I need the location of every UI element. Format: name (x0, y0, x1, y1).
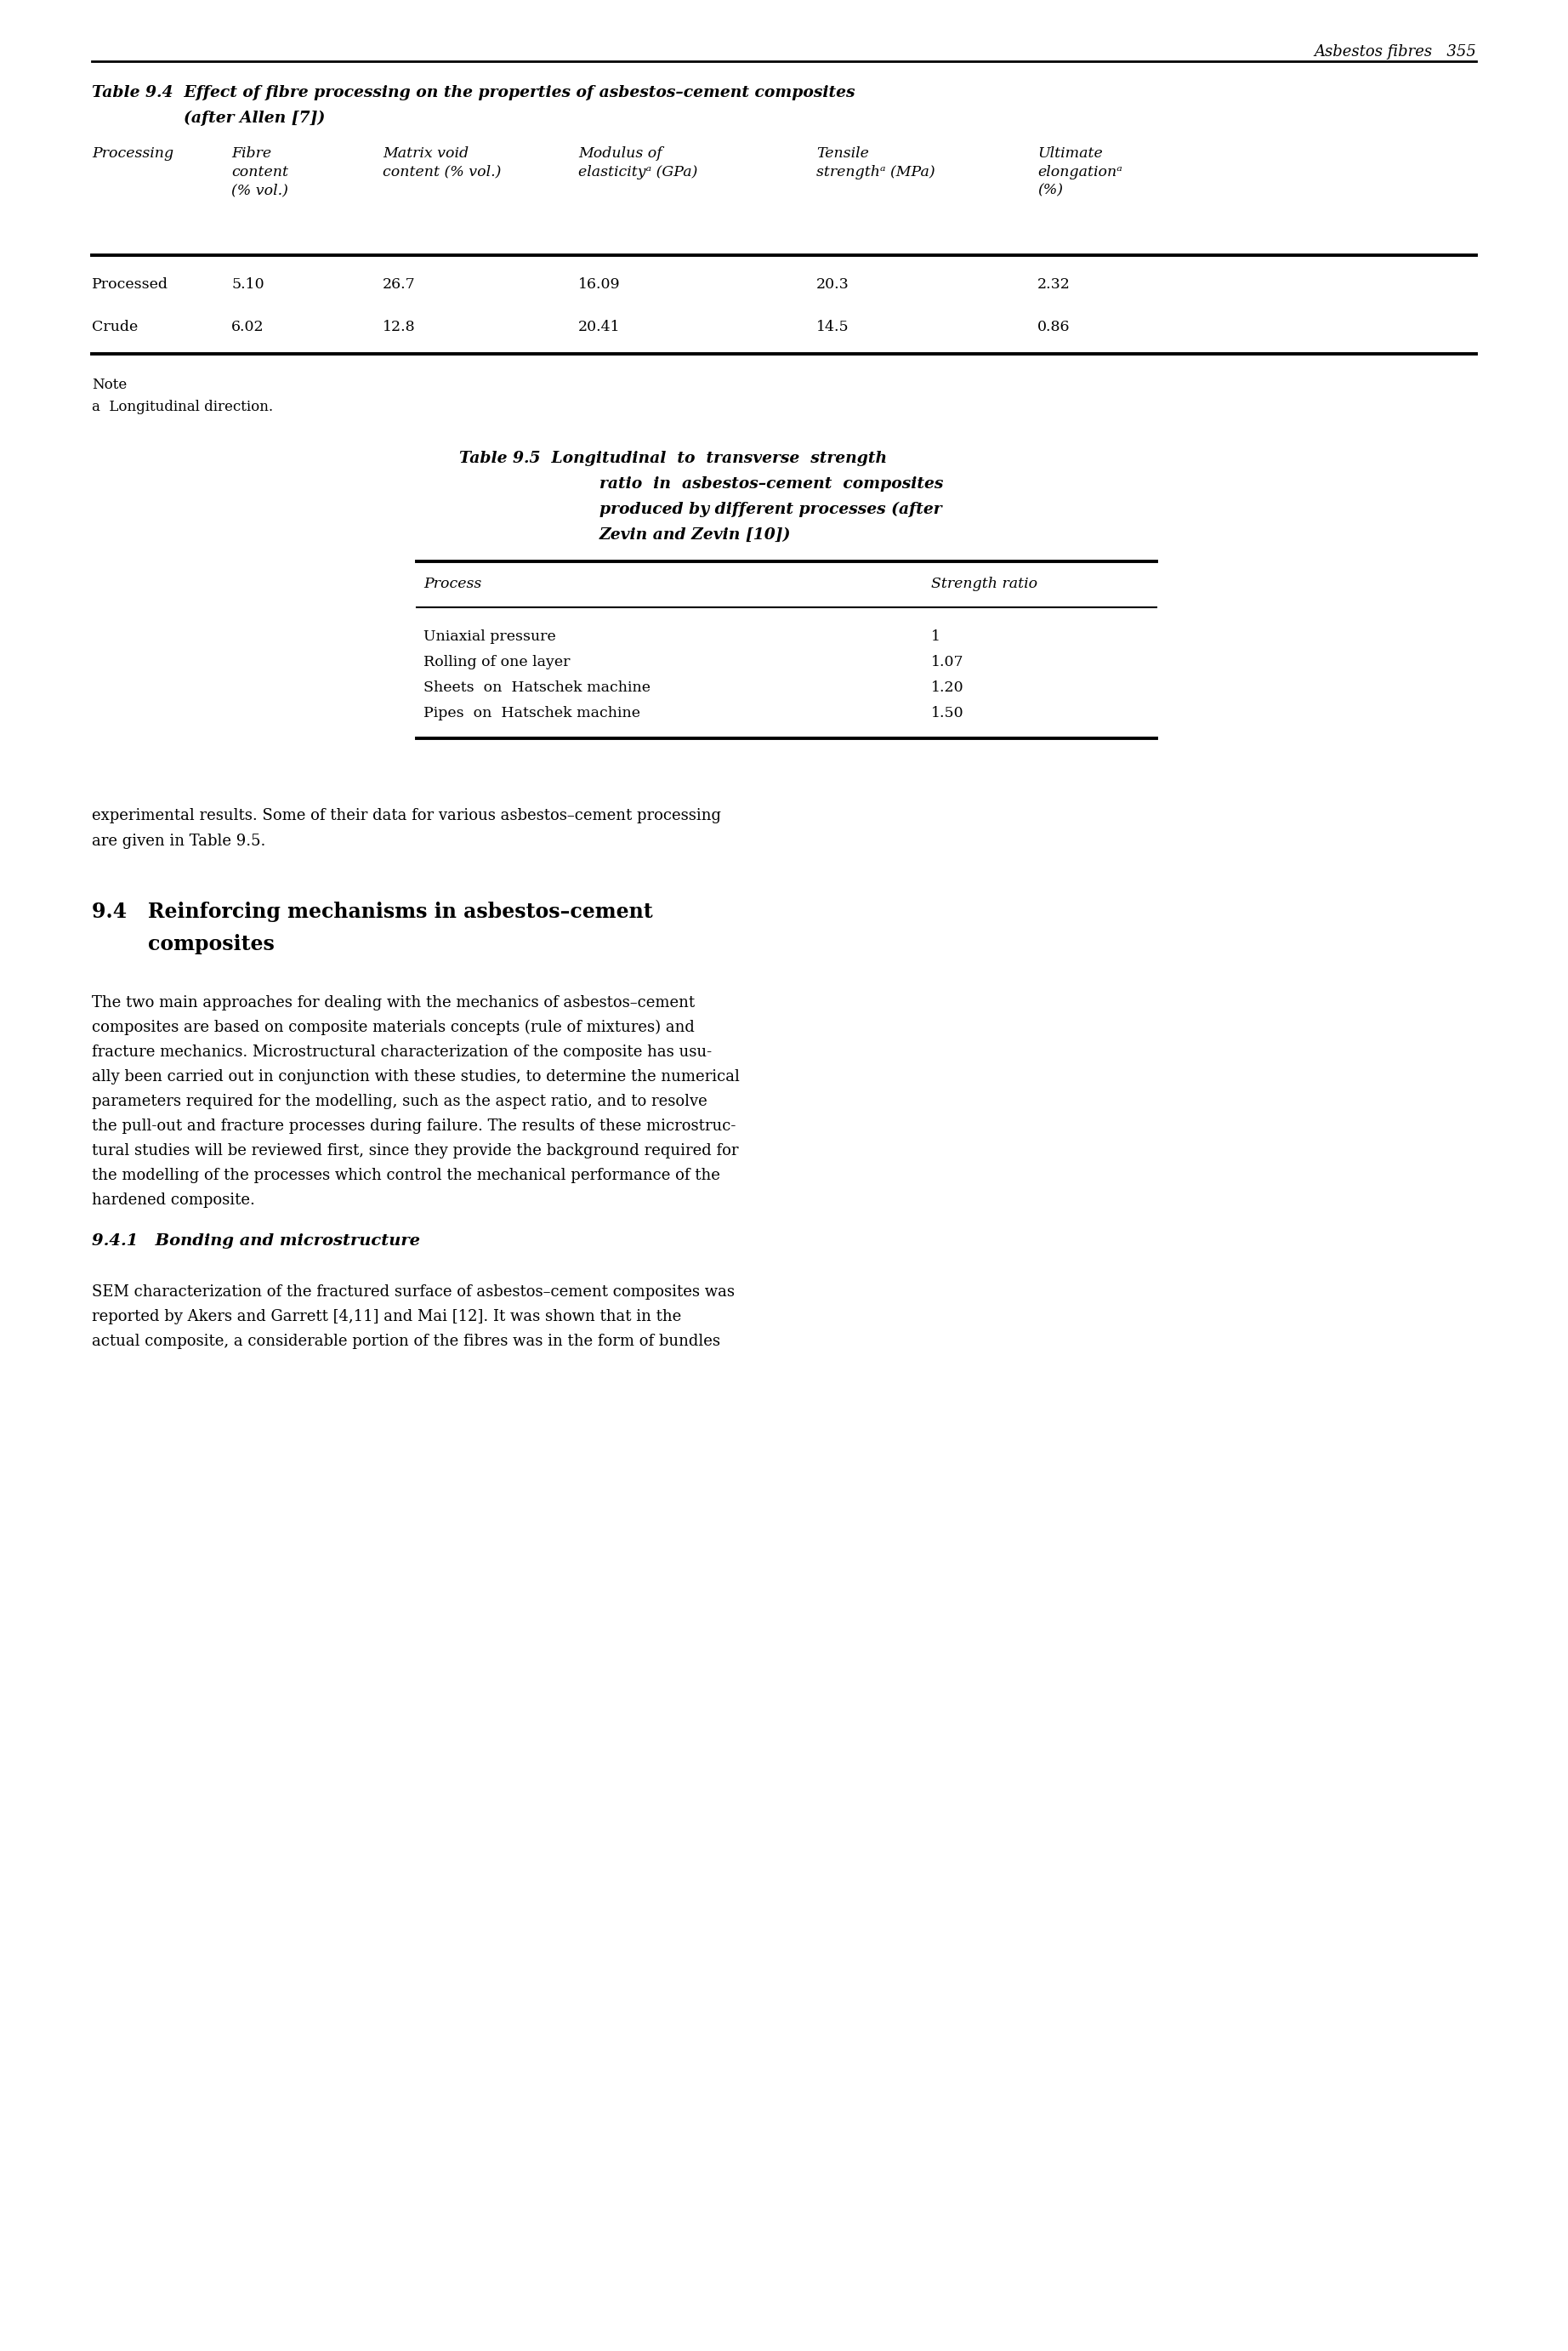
Text: Modulus of
elasticityᵃ (GPa): Modulus of elasticityᵃ (GPa) (579, 146, 698, 179)
Text: 0.86: 0.86 (1038, 320, 1069, 334)
Text: 2.32: 2.32 (1038, 277, 1071, 292)
Text: SEM characterization of the fractured surface of asbestos–cement composites was: SEM characterization of the fractured su… (93, 1284, 735, 1300)
Text: actual composite, a considerable portion of the fibres was in the form of bundle: actual composite, a considerable portion… (93, 1333, 720, 1349)
Text: Processing: Processing (93, 146, 174, 160)
Text: 12.8: 12.8 (383, 320, 416, 334)
Text: ratio  in  asbestos–cement  composites: ratio in asbestos–cement composites (599, 477, 944, 491)
Text: a  Longitudinal direction.: a Longitudinal direction. (93, 400, 273, 414)
Text: Table 9.4  Effect of fibre processing on the properties of asbestos–cement compo: Table 9.4 Effect of fibre processing on … (93, 85, 855, 101)
Text: Note: Note (93, 379, 127, 393)
Text: ally been carried out in conjunction with these studies, to determine the numeri: ally been carried out in conjunction wit… (93, 1070, 740, 1084)
Text: 16.09: 16.09 (579, 277, 621, 292)
Text: Uniaxial pressure: Uniaxial pressure (423, 630, 557, 644)
Text: composites are based on composite materials concepts (rule of mixtures) and: composites are based on composite materi… (93, 1020, 695, 1034)
Text: 1.50: 1.50 (931, 705, 964, 719)
Text: fracture mechanics. Microstructural characterization of the composite has usu-: fracture mechanics. Microstructural char… (93, 1044, 712, 1060)
Text: 20.3: 20.3 (817, 277, 850, 292)
Text: hardened composite.: hardened composite. (93, 1192, 256, 1208)
Text: Ultimate
elongationᵃ
(%): Ultimate elongationᵃ (%) (1038, 146, 1123, 197)
Text: 6.02: 6.02 (232, 320, 263, 334)
Text: the pull-out and fracture processes during failure. The results of these microst: the pull-out and fracture processes duri… (93, 1119, 735, 1133)
Text: Zevin and Zevin [10]): Zevin and Zevin [10]) (599, 527, 792, 543)
Text: Asbestos fibres   355: Asbestos fibres 355 (1314, 45, 1475, 59)
Text: experimental results. Some of their data for various asbestos–cement processing: experimental results. Some of their data… (93, 809, 721, 823)
Text: 1.20: 1.20 (931, 679, 964, 696)
Text: Processed: Processed (93, 277, 168, 292)
Text: 9.4.1   Bonding and microstructure: 9.4.1 Bonding and microstructure (93, 1234, 420, 1248)
Text: composites: composites (147, 933, 274, 955)
Text: (after Allen [7]): (after Allen [7]) (183, 110, 325, 127)
Text: are given in Table 9.5.: are given in Table 9.5. (93, 835, 265, 849)
Text: Sheets  on  Hatschek machine: Sheets on Hatschek machine (423, 679, 651, 696)
Text: Crude: Crude (93, 320, 138, 334)
Text: 14.5: 14.5 (817, 320, 850, 334)
Text: The two main approaches for dealing with the mechanics of asbestos–cement: The two main approaches for dealing with… (93, 994, 695, 1011)
Text: 20.41: 20.41 (579, 320, 621, 334)
Text: parameters required for the modelling, such as the aspect ratio, and to resolve: parameters required for the modelling, s… (93, 1093, 707, 1110)
Text: Table 9.5  Longitudinal  to  transverse  strength: Table 9.5 Longitudinal to transverse str… (459, 451, 887, 465)
Text: Process: Process (423, 576, 481, 590)
Text: 1: 1 (931, 630, 941, 644)
Text: tural studies will be reviewed first, since they provide the background required: tural studies will be reviewed first, si… (93, 1143, 739, 1159)
Text: Pipes  on  Hatschek machine: Pipes on Hatschek machine (423, 705, 640, 719)
Text: 5.10: 5.10 (232, 277, 263, 292)
Text: 9.4   Reinforcing mechanisms in asbestos–cement: 9.4 Reinforcing mechanisms in asbestos–c… (93, 903, 652, 922)
Text: Matrix void
content (% vol.): Matrix void content (% vol.) (383, 146, 502, 179)
Text: Rolling of one layer: Rolling of one layer (423, 656, 571, 670)
Text: produced by different processes (after: produced by different processes (after (599, 501, 942, 517)
Text: Strength ratio: Strength ratio (931, 576, 1038, 590)
Text: 1.07: 1.07 (931, 656, 964, 670)
Text: Fibre
content
(% vol.): Fibre content (% vol.) (232, 146, 289, 197)
Text: Tensile
strengthᵃ (MPa): Tensile strengthᵃ (MPa) (817, 146, 935, 179)
Text: the modelling of the processes which control the mechanical performance of the: the modelling of the processes which con… (93, 1168, 720, 1183)
Text: reported by Akers and Garrett [4,11] and Mai [12]. It was shown that in the: reported by Akers and Garrett [4,11] and… (93, 1310, 682, 1324)
Text: 26.7: 26.7 (383, 277, 416, 292)
